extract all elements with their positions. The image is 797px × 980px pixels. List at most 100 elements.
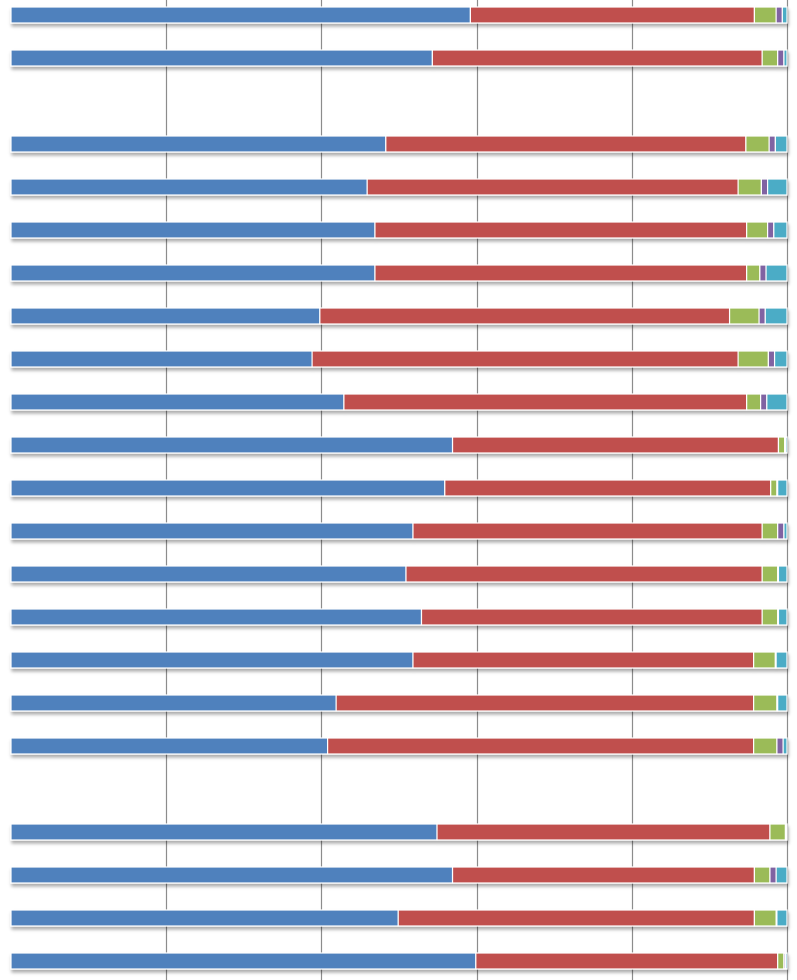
bar-row-17 (10, 737, 788, 755)
bar-row-4 (10, 178, 788, 196)
bar-segment-2-5 (783, 49, 788, 67)
bar-row-5 (10, 221, 788, 239)
bar-segment-16-5 (777, 694, 788, 712)
bar-segment-17-3 (753, 737, 778, 755)
bar-segment-9-3 (746, 393, 762, 411)
bar-segment-17-4 (776, 737, 784, 755)
bar-segment-14-1 (10, 608, 423, 626)
bar-row-19 (10, 866, 788, 884)
bar-segment-21-2 (475, 952, 779, 970)
bar-segment-6-5 (765, 264, 788, 282)
bar-row-12 (10, 522, 788, 540)
bar-segment-11-3 (770, 479, 778, 497)
bar-row-3 (10, 135, 788, 153)
bar-segment-5-1 (10, 221, 376, 239)
bar-row-7 (10, 307, 788, 325)
bar-segment-14-2 (420, 608, 763, 626)
bar-segment-19-4 (769, 866, 777, 884)
bar-segment-4-1 (10, 178, 368, 196)
bar-segment-7-4 (758, 307, 766, 325)
bar-segment-9-2 (343, 393, 748, 411)
bar-segment-11-2 (444, 479, 772, 497)
bar-segment-1-5 (781, 6, 788, 24)
bar-segment-19-3 (753, 866, 771, 884)
bar-segment-8-5 (773, 350, 788, 368)
bar-segment-20-3 (753, 909, 777, 927)
bar-segment-20-2 (397, 909, 755, 927)
bars (10, 6, 788, 970)
bar-segment-3-5 (774, 135, 788, 153)
bar-segment-1-1 (10, 6, 471, 24)
bar-row-14 (10, 608, 788, 626)
bar-segment-13-2 (405, 565, 763, 583)
bar-segment-12-2 (412, 522, 763, 540)
bar-segment-12-5 (783, 522, 788, 540)
bar-segment-2-3 (761, 49, 779, 67)
bar-segment-21-5 (784, 952, 788, 970)
bar-segment-3-2 (385, 135, 747, 153)
bar-segment-6-3 (746, 264, 761, 282)
bar-segment-8-3 (737, 350, 769, 368)
bar-segment-19-1 (10, 866, 454, 884)
bar-segment-18-3 (769, 823, 787, 841)
bar-segment-14-5 (777, 608, 788, 626)
bar-segment-9-1 (10, 393, 345, 411)
bar-segment-17-5 (782, 737, 788, 755)
bar-row-1 (10, 6, 788, 24)
bar-segment-11-5 (777, 479, 788, 497)
bar-segment-18-5 (785, 823, 788, 841)
bar-segment-6-1 (10, 264, 376, 282)
bar-segment-13-5 (777, 565, 788, 583)
bar-segment-12-3 (761, 522, 779, 540)
bar-segment-19-5 (775, 866, 788, 884)
bar-segment-15-2 (412, 651, 755, 669)
bar-segment-12-1 (10, 522, 414, 540)
bar-segment-9-4 (760, 393, 768, 411)
bar-row-21 (10, 952, 788, 970)
bar-segment-7-2 (319, 307, 731, 325)
bar-row-13 (10, 565, 788, 583)
bar-segment-11-1 (10, 479, 446, 497)
bar-segment-21-1 (10, 952, 477, 970)
bar-row-8 (10, 350, 788, 368)
bar-segment-4-2 (366, 178, 739, 196)
bar-segment-8-2 (311, 350, 739, 368)
bar-segment-20-5 (776, 909, 788, 927)
bar-segment-16-1 (10, 694, 337, 712)
bar-segment-3-4 (768, 135, 776, 153)
bar-segment-3-3 (745, 135, 770, 153)
bar-row-9 (10, 393, 788, 411)
bar-segment-15-3 (753, 651, 776, 669)
bar-row-15 (10, 651, 788, 669)
bar-segment-5-3 (746, 221, 769, 239)
bar-segment-16-3 (753, 694, 778, 712)
bar-segment-4-3 (737, 178, 762, 196)
bar-row-20 (10, 909, 788, 927)
bar-segment-18-2 (436, 823, 771, 841)
bar-segment-10-5 (784, 436, 788, 454)
bar-segment-10-1 (10, 436, 454, 454)
bar-segment-21-3 (777, 952, 785, 970)
bar-segment-6-2 (374, 264, 748, 282)
bar-segment-6-4 (759, 264, 767, 282)
bar-segment-19-2 (451, 866, 755, 884)
bar-segment-14-3 (761, 608, 779, 626)
bar-segment-15-1 (10, 651, 414, 669)
bar-segment-17-1 (10, 737, 329, 755)
bar-segment-8-4 (767, 350, 776, 368)
bar-segment-16-2 (335, 694, 755, 712)
bar-row-18 (10, 823, 788, 841)
bar-segment-8-1 (10, 350, 313, 368)
bar-segment-10-3 (777, 436, 786, 454)
bar-segment-2-1 (10, 49, 433, 67)
bar-segment-13-1 (10, 565, 407, 583)
bar-segment-18-1 (10, 823, 438, 841)
bar-segment-9-5 (766, 393, 788, 411)
bar-segment-5-5 (773, 221, 788, 239)
bar-segment-7-1 (10, 307, 321, 325)
bar-segment-2-2 (431, 49, 763, 67)
bar-segment-3-1 (10, 135, 387, 153)
bar-segment-1-4 (775, 6, 783, 24)
bar-segment-2-4 (777, 49, 785, 67)
